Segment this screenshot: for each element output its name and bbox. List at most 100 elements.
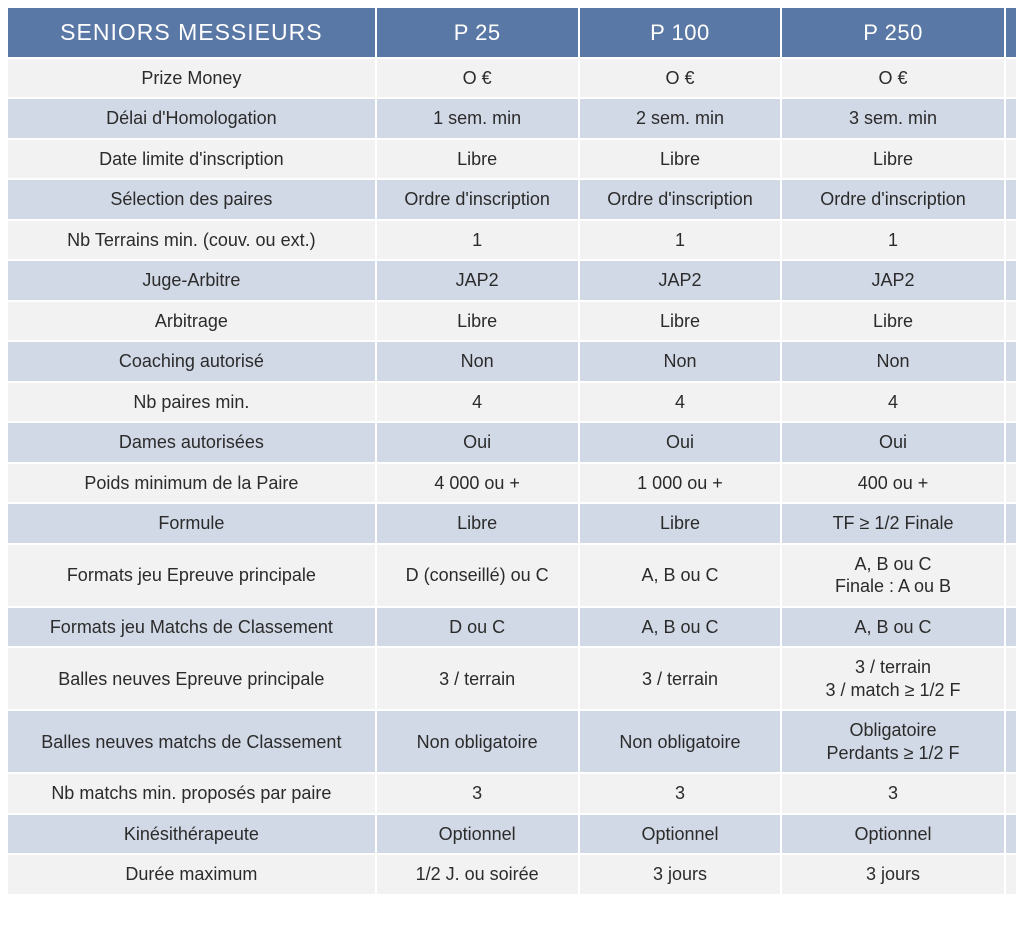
row-value: 1 xyxy=(781,220,1004,261)
row-value: O € xyxy=(781,58,1004,99)
row-value: Libre xyxy=(781,139,1004,180)
row-value: Libre xyxy=(579,301,782,342)
row-value: 3 xyxy=(781,773,1004,814)
row-value: 3 jours xyxy=(579,854,782,895)
row-value: Libre xyxy=(781,301,1004,342)
table-row: FormuleLibreLibreTF ≥ 1/2 Finale xyxy=(7,503,1017,544)
row-value: TF ≥ 1/2 Finale xyxy=(781,503,1004,544)
row-sliver xyxy=(1005,58,1017,99)
table-row: Prize MoneyO €O €O € xyxy=(7,58,1017,99)
row-value: 3 sem. min xyxy=(781,98,1004,139)
row-value: Libre xyxy=(376,503,579,544)
row-sliver xyxy=(1005,422,1017,463)
row-value: Non obligatoire xyxy=(376,710,579,773)
row-value: 3 xyxy=(579,773,782,814)
row-value: Non obligatoire xyxy=(579,710,782,773)
row-value: A, B ou C xyxy=(781,607,1004,648)
row-sliver xyxy=(1005,710,1017,773)
row-label: Juge-Arbitre xyxy=(7,260,376,301)
table-row: Formats jeu Epreuve principaleD (conseil… xyxy=(7,544,1017,607)
row-label: Prize Money xyxy=(7,58,376,99)
table-row: Balles neuves Epreuve principale3 / terr… xyxy=(7,647,1017,710)
table-row: ArbitrageLibreLibreLibre xyxy=(7,301,1017,342)
row-value: 4 000 ou + xyxy=(376,463,579,504)
row-value: 3 / terrain3 / match ≥ 1/2 F xyxy=(781,647,1004,710)
table-row: Nb Terrains min. (couv. ou ext.)111 xyxy=(7,220,1017,261)
row-label: Nb Terrains min. (couv. ou ext.) xyxy=(7,220,376,261)
row-value: JAP2 xyxy=(579,260,782,301)
row-value: 4 xyxy=(781,382,1004,423)
row-value: Libre xyxy=(579,503,782,544)
table-header: SENIORS MESSIEURS P 25 P 100 P 250 xyxy=(7,7,1017,58)
row-value: 3 / terrain xyxy=(579,647,782,710)
row-value: 1 xyxy=(376,220,579,261)
row-label: Formats jeu Epreuve principale xyxy=(7,544,376,607)
table-row: Poids minimum de la Paire4 000 ou +1 000… xyxy=(7,463,1017,504)
row-label: Kinésithérapeute xyxy=(7,814,376,855)
row-label: Dames autorisées xyxy=(7,422,376,463)
row-value: Libre xyxy=(376,301,579,342)
table-row: Formats jeu Matchs de ClassementD ou CA,… xyxy=(7,607,1017,648)
table-row: Sélection des pairesOrdre d'inscriptionO… xyxy=(7,179,1017,220)
header-col-p25: P 25 xyxy=(376,7,579,58)
row-value: 1/2 J. ou soirée xyxy=(376,854,579,895)
row-sliver xyxy=(1005,260,1017,301)
table-row: Juge-ArbitreJAP2JAP2JAP2 xyxy=(7,260,1017,301)
row-value: 4 xyxy=(579,382,782,423)
row-label: Date limite d'inscription xyxy=(7,139,376,180)
row-label: Nb matchs min. proposés par paire xyxy=(7,773,376,814)
row-value: D ou C xyxy=(376,607,579,648)
row-label: Arbitrage xyxy=(7,301,376,342)
row-value: A, B ou CFinale : A ou B xyxy=(781,544,1004,607)
row-sliver xyxy=(1005,301,1017,342)
header-col-p250: P 250 xyxy=(781,7,1004,58)
row-sliver xyxy=(1005,139,1017,180)
row-sliver xyxy=(1005,503,1017,544)
row-sliver xyxy=(1005,341,1017,382)
row-value: 4 xyxy=(376,382,579,423)
row-sliver xyxy=(1005,463,1017,504)
row-value: 400 ou + xyxy=(781,463,1004,504)
row-value: 3 xyxy=(376,773,579,814)
row-value: Non xyxy=(376,341,579,382)
row-value: Optionnel xyxy=(781,814,1004,855)
row-value: Optionnel xyxy=(579,814,782,855)
row-value: Non xyxy=(781,341,1004,382)
row-label: Formule xyxy=(7,503,376,544)
row-value: 1 sem. min xyxy=(376,98,579,139)
row-label: Balles neuves matchs de Classement xyxy=(7,710,376,773)
table-row: Balles neuves matchs de ClassementNon ob… xyxy=(7,710,1017,773)
row-value: Optionnel xyxy=(376,814,579,855)
row-value: Oui xyxy=(376,422,579,463)
row-value: 3 / terrain xyxy=(376,647,579,710)
row-value: Ordre d'inscription xyxy=(376,179,579,220)
row-sliver xyxy=(1005,647,1017,710)
table-row: Délai d'Homologation1 sem. min2 sem. min… xyxy=(7,98,1017,139)
table-row: Coaching autoriséNonNonNon xyxy=(7,341,1017,382)
row-value: 1 xyxy=(579,220,782,261)
header-col-sliver xyxy=(1005,7,1017,58)
table-row: Nb matchs min. proposés par paire333 xyxy=(7,773,1017,814)
row-value: Libre xyxy=(579,139,782,180)
row-label: Balles neuves Epreuve principale xyxy=(7,647,376,710)
row-sliver xyxy=(1005,814,1017,855)
row-value: 1 000 ou + xyxy=(579,463,782,504)
row-value: Ordre d'inscription xyxy=(781,179,1004,220)
table-body: Prize MoneyO €O €O €Délai d'Homologation… xyxy=(7,58,1017,895)
row-value: A, B ou C xyxy=(579,544,782,607)
row-value: ObligatoirePerdants ≥ 1/2 F xyxy=(781,710,1004,773)
row-value: O € xyxy=(579,58,782,99)
row-sliver xyxy=(1005,773,1017,814)
row-value: 2 sem. min xyxy=(579,98,782,139)
tournament-spec-table: SENIORS MESSIEURS P 25 P 100 P 250 Prize… xyxy=(6,6,1018,896)
table-row: Dames autoriséesOuiOuiOui xyxy=(7,422,1017,463)
header-col-p100: P 100 xyxy=(579,7,782,58)
row-value: A, B ou C xyxy=(579,607,782,648)
row-value: D (conseillé) ou C xyxy=(376,544,579,607)
row-label: Délai d'Homologation xyxy=(7,98,376,139)
row-value: Oui xyxy=(579,422,782,463)
row-sliver xyxy=(1005,854,1017,895)
row-value: JAP2 xyxy=(376,260,579,301)
header-title: SENIORS MESSIEURS xyxy=(7,7,376,58)
row-sliver xyxy=(1005,179,1017,220)
